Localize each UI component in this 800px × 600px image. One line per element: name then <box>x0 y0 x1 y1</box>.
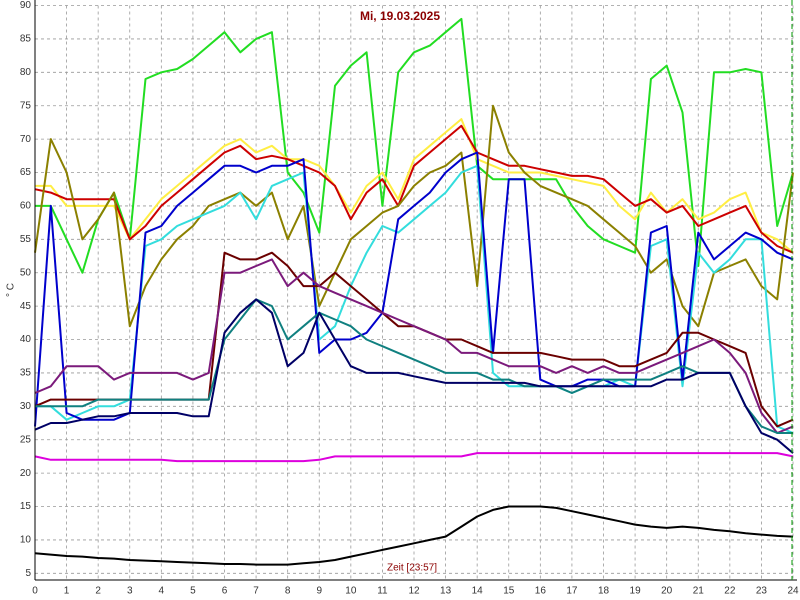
y-tick-label: 25 <box>20 434 32 445</box>
x-tick-label: 6 <box>222 586 228 597</box>
x-tick-label: 4 <box>159 586 165 597</box>
x-tick-label: 20 <box>661 586 673 597</box>
y-tick-label: 45 <box>20 301 32 312</box>
x-tick-label: 9 <box>316 586 322 597</box>
y-tick-label: 5 <box>25 568 31 579</box>
x-tick-label: 14 <box>472 586 484 597</box>
x-tick-label: 10 <box>345 586 357 597</box>
x-tick-label: 15 <box>503 586 515 597</box>
y-tick-label: 30 <box>20 401 32 412</box>
series-line <box>34 298 794 454</box>
series-line <box>34 505 794 566</box>
x-tick-label: 17 <box>566 586 578 597</box>
x-tick-label: 19 <box>630 586 642 597</box>
series-line <box>35 298 793 434</box>
series-line <box>35 164 794 434</box>
y-tick-label: 50 <box>20 267 32 278</box>
x-axis-label: Zeit [23:57] <box>387 563 437 574</box>
y-tick-label: 80 <box>20 67 32 78</box>
y-tick-label: 75 <box>20 100 32 111</box>
x-tick-label: 1 <box>64 586 70 597</box>
x-tick-label: 24 <box>787 586 799 597</box>
x-tick-label: 5 <box>190 586 196 597</box>
y-tick-label: 15 <box>20 501 32 512</box>
y-tick-label: 40 <box>20 334 32 345</box>
x-tick-label: 0 <box>32 586 38 597</box>
chart-title: Mi, 19.03.2025 <box>360 9 440 23</box>
y-tick-label: 60 <box>20 201 32 212</box>
lines <box>34 17 794 566</box>
y-tick-label: 85 <box>20 34 32 45</box>
y-tick-label: 20 <box>20 468 32 479</box>
x-tick-label: 3 <box>127 586 133 597</box>
x-tick-label: 13 <box>440 586 452 597</box>
series-line <box>34 104 794 328</box>
x-tick-label: 21 <box>693 586 705 597</box>
series-line <box>35 17 794 274</box>
x-tick-label: 12 <box>408 586 420 597</box>
series-line <box>34 258 794 434</box>
y-tick-label: 55 <box>20 234 32 245</box>
series-line <box>34 124 794 254</box>
x-tick-label: 11 <box>377 586 388 597</box>
y-tick-label: 90 <box>20 0 32 11</box>
x-tick-label: 2 <box>95 586 101 597</box>
series-line <box>34 151 794 427</box>
x-tick-label: 16 <box>535 586 547 597</box>
y-tick-label: 70 <box>20 134 32 145</box>
x-tick-label: 18 <box>598 586 610 597</box>
x-tick-label: 7 <box>253 586 259 597</box>
x-tick-label: 8 <box>285 586 291 597</box>
y-tick-label: 35 <box>20 368 32 379</box>
series-line <box>34 452 794 463</box>
y-axis-label: ° C <box>6 283 17 297</box>
y-tick-label: 10 <box>20 535 32 546</box>
x-tick-label: 23 <box>756 586 768 597</box>
y-tick-label: 65 <box>20 167 32 178</box>
x-tick-label: 22 <box>724 586 736 597</box>
